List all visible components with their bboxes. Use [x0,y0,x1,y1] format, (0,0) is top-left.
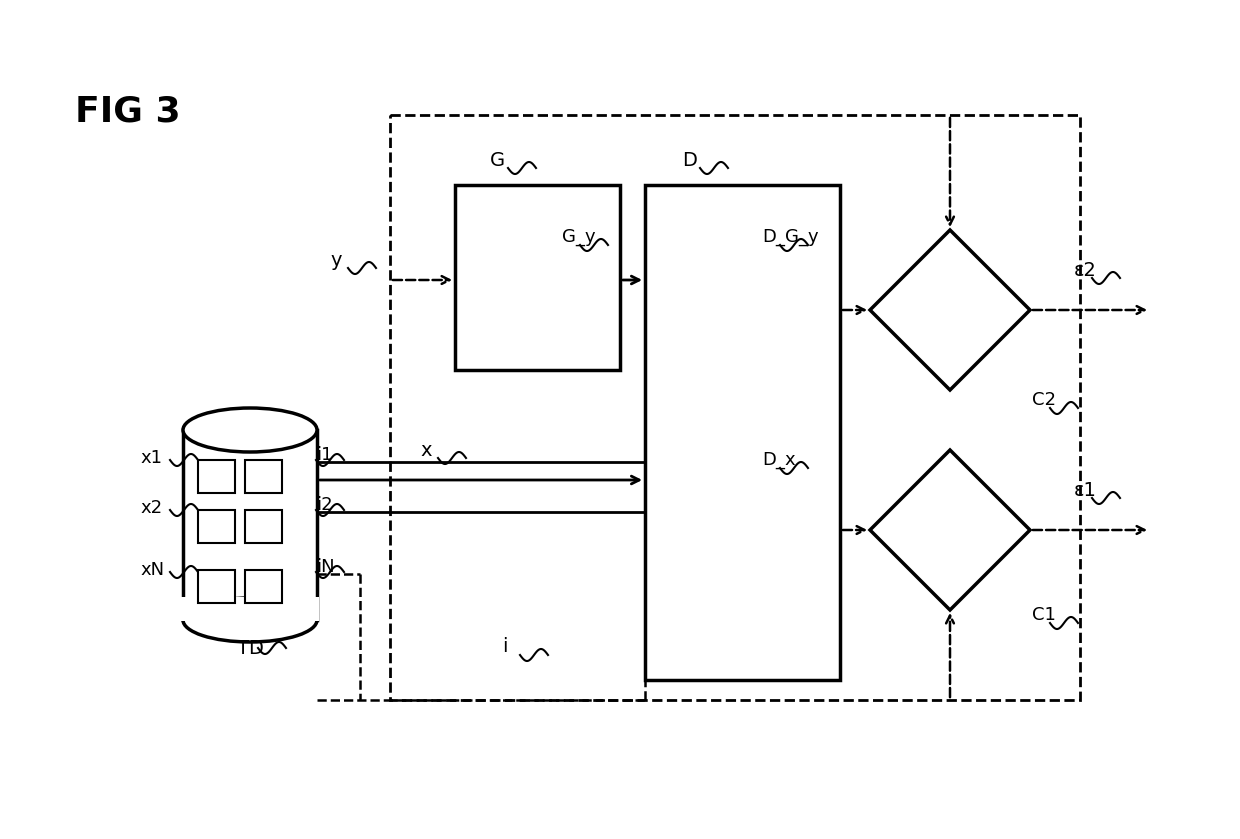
Text: i1: i1 [316,446,332,464]
Ellipse shape [184,598,317,642]
Text: i2: i2 [316,496,332,514]
Text: ε2: ε2 [1074,260,1097,279]
Text: x1: x1 [140,449,162,467]
Text: C2: C2 [1032,391,1056,409]
Text: G: G [490,150,505,169]
Bar [198,570,236,603]
Text: ···: ··· [198,534,234,553]
Text: D_x: D_x [763,451,796,469]
Bar [246,510,281,543]
Bar [181,597,319,621]
Bar [455,185,620,370]
Bar [246,460,281,493]
Text: C1: C1 [1032,606,1056,624]
Text: D_G_y: D_G_y [763,228,818,246]
Text: x2: x2 [140,499,162,517]
Bar [391,115,1080,700]
Text: FIG 3: FIG 3 [74,95,181,129]
Bar [645,185,839,680]
Text: x: x [420,440,432,460]
Text: iN: iN [316,558,335,576]
Polygon shape [870,450,1030,610]
Ellipse shape [184,408,317,452]
Bar [246,570,281,603]
Text: ε1: ε1 [1074,481,1097,499]
Text: G_y: G_y [562,228,595,246]
Text: ···: ··· [246,534,281,553]
Bar [198,510,236,543]
Text: xN: xN [140,561,164,579]
Text: i: i [502,638,507,656]
Polygon shape [870,230,1030,390]
Text: y: y [330,251,341,269]
Text: D: D [682,150,697,169]
Text: TD: TD [237,638,264,658]
Bar [198,460,236,493]
